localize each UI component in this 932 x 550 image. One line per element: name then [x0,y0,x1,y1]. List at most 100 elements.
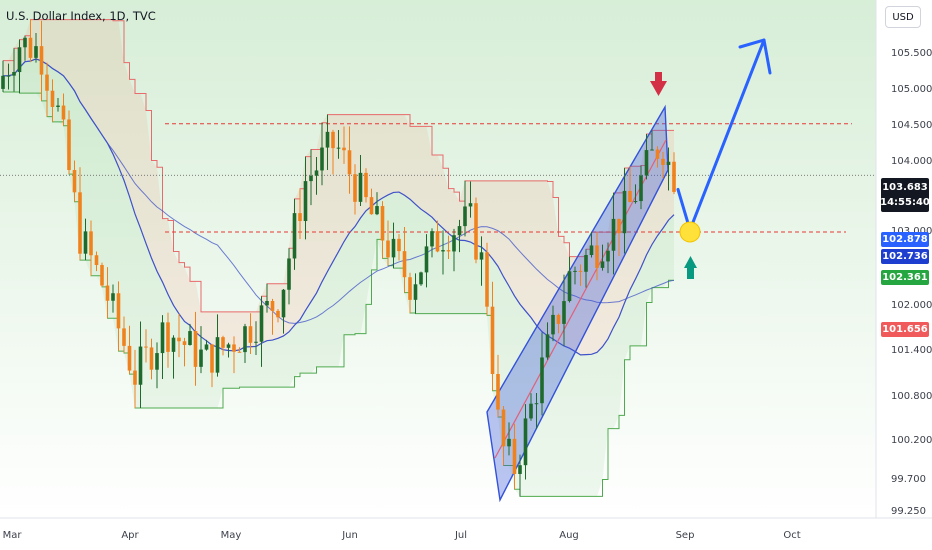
candle-body [430,231,434,247]
candle-body [584,255,588,272]
candle-body [628,190,632,202]
candle-body [457,226,462,236]
candle-body [463,206,467,227]
candle-body [501,409,506,447]
candle-body [468,203,473,207]
candle-body [639,175,643,202]
candle-body [347,150,352,175]
candle-body [402,251,407,278]
price-tag-label: 101.656 [882,324,928,335]
price-tag-label: 103.683 [882,182,928,193]
currency-button[interactable]: USD [885,6,921,28]
candle-body [254,341,258,343]
candle-body [479,252,484,260]
price-tag [881,249,929,264]
candle-body [138,346,143,385]
candle-body [34,46,38,58]
candle-body [358,172,363,202]
candle-body [490,306,495,374]
candle-body [435,231,440,252]
candle-body [661,158,665,165]
candle-body [303,181,308,222]
candle-body [369,197,374,215]
target-circle [679,221,701,243]
candle-body [375,206,379,215]
candle-body [50,90,55,107]
candle-body [331,131,335,149]
candle-body [248,326,253,343]
price-tag-label: 102.878 [882,234,928,245]
candle-body [507,438,511,447]
down-arrow-head [650,81,667,96]
y-tick-label: 101.400 [891,345,932,356]
candle-body [655,149,660,159]
candle-body [23,37,27,48]
candle-body [397,238,401,252]
candle-body [545,334,550,358]
candle-body [133,370,137,385]
candle-body [177,337,181,342]
projection-arrowhead [738,38,772,75]
y-tick-label: 104.000 [891,156,932,167]
x-tick-label: Apr [121,530,139,541]
candle-body [144,346,148,348]
candle-body [243,326,247,353]
candle-body [556,314,561,324]
candle-body [28,37,33,58]
candle-body [540,357,544,404]
candle-body [111,293,115,301]
candle-body [298,213,302,222]
candle-body [314,170,319,176]
down-arrow-stem [655,72,662,81]
candle-body [221,337,225,348]
candle-body [562,301,566,324]
candle-body [391,238,396,258]
candle-body [116,293,121,329]
candle-body [215,337,220,373]
candle-body [386,240,390,258]
price-tag-label: 102.736 [882,251,928,262]
channel-midline [494,139,667,459]
candle-body [78,192,82,254]
candle-body [424,246,429,273]
candle-body [606,250,610,262]
candle-body [83,231,88,254]
candle-body [534,403,539,405]
candle-body [204,344,209,350]
x-tick-label: Jul [454,530,467,541]
chart-background [0,0,876,518]
candle-body [573,270,577,272]
candle-body [622,190,627,234]
y-tick-label: 105.500 [891,48,932,59]
y-tick-label: 100.200 [891,435,932,446]
candle-body [105,285,110,301]
candle-body [595,245,599,268]
candle-body [56,105,60,107]
candle-body [485,252,489,307]
candle-body [446,250,451,252]
y-tick-label: 99.700 [891,474,926,485]
price-tag [881,270,929,285]
candle-body [611,218,616,251]
candle-body [551,314,555,335]
candle-body [644,150,649,176]
candle-body [281,289,286,318]
candle-body [518,465,522,474]
up-arrow-head [684,256,697,268]
price-tag [881,178,929,212]
candle-body [380,206,385,241]
candle-body [149,347,154,370]
y-tick-label: 102.000 [891,300,932,311]
envelope-lower-fill [3,58,674,497]
envelope-upper-fill [3,19,674,355]
candle-body [353,174,357,202]
candle-body [1,75,5,89]
candle-body [617,218,621,234]
price-tag [881,232,929,247]
candle-body [122,328,126,346]
envelope-lower-line [3,91,674,497]
candle-body [188,331,192,345]
candle-body [589,245,594,256]
y-tick-label: 99.250 [891,506,926,517]
